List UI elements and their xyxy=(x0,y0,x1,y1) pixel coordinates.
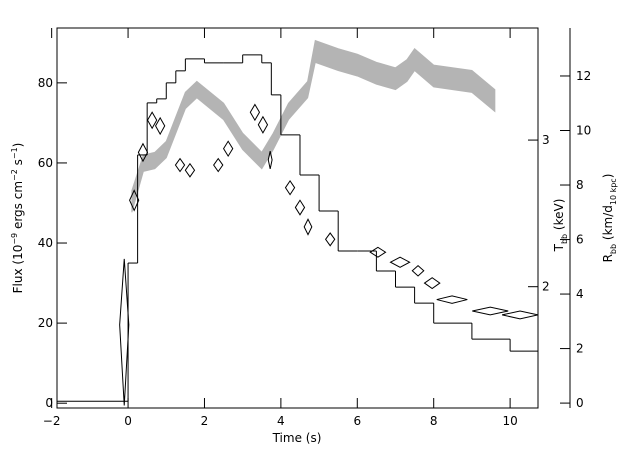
y3-tick-label: 10 xyxy=(576,123,591,137)
temperature-point xyxy=(501,310,538,320)
label-part: T xyxy=(552,243,566,252)
label-part: ) xyxy=(601,174,615,179)
label-part: −2 xyxy=(10,169,19,181)
label-part: bb xyxy=(609,244,618,254)
plot-area xyxy=(57,39,538,406)
y-axis-label: Flux (10−9 ergs cm−2 s−1) xyxy=(10,143,25,294)
y3-tick-label: 6 xyxy=(576,233,584,247)
radius-band xyxy=(131,39,496,213)
y3-axis-label: Rbb (km/d10 kpc) xyxy=(601,174,618,263)
temperature-point xyxy=(436,295,468,304)
x-tick-label: 4 xyxy=(277,414,285,428)
y-tick-label: 60 xyxy=(38,156,53,170)
temperature-point xyxy=(213,157,224,173)
y-tick-label: 20 xyxy=(38,316,53,330)
x-tick-label: 10 xyxy=(502,414,517,428)
temperature-point xyxy=(174,157,186,173)
temperature-point xyxy=(146,111,158,130)
y3-tick-label: 12 xyxy=(576,69,591,83)
label-part: ergs cm xyxy=(11,181,25,233)
temperature-point xyxy=(303,218,313,236)
x-tick-label: −2 xyxy=(43,414,61,428)
temperature-point xyxy=(129,189,140,212)
x-tick-label: 6 xyxy=(353,414,361,428)
y3-tick-label: 0 xyxy=(576,396,584,410)
label-part: (km/d xyxy=(601,205,615,244)
y2-tick-label: 3 xyxy=(542,133,550,147)
temperature-point xyxy=(119,258,130,406)
label-part: s xyxy=(11,159,25,169)
temperature-point xyxy=(472,306,509,316)
plot-frame xyxy=(56,27,539,409)
y3-tick-label: 4 xyxy=(576,287,584,301)
y-tick-label: 80 xyxy=(38,76,53,90)
y-tick-label: 40 xyxy=(38,236,53,250)
temperature-point xyxy=(267,150,273,170)
temperature-point xyxy=(249,103,261,122)
temperature-point xyxy=(324,232,336,247)
y3-tick-label: 2 xyxy=(576,342,584,356)
temperature-point xyxy=(222,140,234,158)
y3-tick-label: 8 xyxy=(576,178,584,192)
x-axis-label: Time (s) xyxy=(272,431,322,445)
label-part: (keV) xyxy=(552,199,566,234)
temperature-point xyxy=(154,116,166,136)
temperature-point xyxy=(411,264,425,277)
label-part: 10 kpc xyxy=(609,178,618,205)
label-part: −9 xyxy=(10,233,19,245)
temperature-point xyxy=(389,256,411,268)
label-part: ) xyxy=(11,143,25,148)
y2-axis-label: Tbb (keV) xyxy=(552,199,569,253)
x-tick-label: 0 xyxy=(124,414,132,428)
temperature-point xyxy=(284,179,296,196)
label-part: bb xyxy=(560,234,569,244)
temperature-point xyxy=(137,142,149,163)
label-part: −1 xyxy=(10,147,19,159)
y-tick-label: 0 xyxy=(45,396,53,410)
temperature-point xyxy=(423,277,441,290)
y2-tick-label: 2 xyxy=(542,280,550,294)
temperature-point xyxy=(369,246,387,258)
temperature-point xyxy=(184,162,196,178)
temperature-point xyxy=(257,115,269,134)
x-tick-label: 2 xyxy=(201,414,209,428)
label-part: R xyxy=(601,254,615,262)
temperature-point xyxy=(294,199,306,216)
x-tick-label: 8 xyxy=(430,414,438,428)
label-part: Flux (10 xyxy=(11,245,25,294)
